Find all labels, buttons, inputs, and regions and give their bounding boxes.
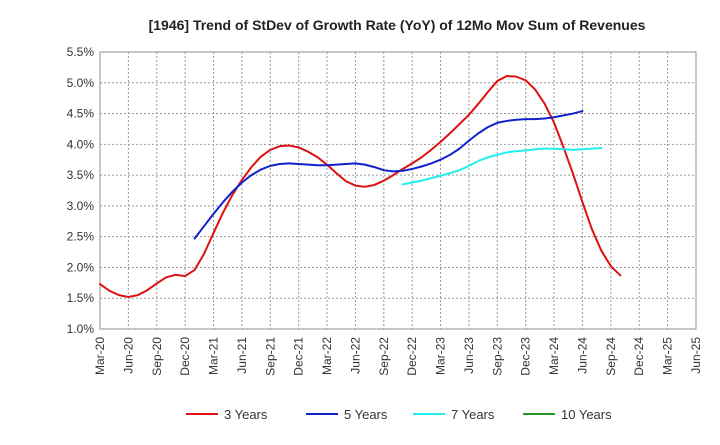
series-line-7-years (401, 147, 603, 186)
x-tick-label: Jun-25 (689, 337, 703, 374)
x-tick-label: Dec-20 (178, 337, 192, 376)
y-tick-label: 1.0% (67, 322, 95, 336)
legend: 3 Years 5 Years 7 Years 10 Years (186, 407, 612, 422)
x-tick-label: Mar-25 (661, 337, 675, 375)
x-tick-label: Mar-21 (207, 337, 221, 375)
y-tick-label: 3.5% (67, 168, 95, 182)
x-tick-label: Mar-20 (93, 337, 107, 375)
gridlines (99, 51, 697, 330)
x-tick-label: Dec-22 (405, 337, 419, 376)
x-tick-label: Mar-23 (434, 337, 448, 375)
x-tick-label: Jun-23 (462, 337, 476, 374)
y-tick-label: 5.0% (67, 76, 95, 90)
y-tick-label: 1.5% (67, 291, 95, 305)
axes: 1.0% 1.5% 2.0% 2.5% 3.0% 3.5% 4.0% 4.5% 5.0% 5.5%… (67, 45, 703, 376)
y-tick-label: 2.0% (67, 260, 95, 274)
legend-label-7-years: 7 Years (451, 407, 495, 422)
legend-label-5-years: 5 Years (344, 407, 388, 422)
x-tick-label: Mar-22 (320, 337, 334, 375)
y-tick-label: 4.0% (67, 137, 95, 151)
x-tick-label: Dec-24 (632, 337, 646, 376)
series-line-5-years (193, 110, 584, 240)
x-tick-label: Jun-20 (121, 337, 135, 374)
x-tick-label: Sep-23 (490, 337, 504, 376)
x-tick-label: Sep-20 (150, 337, 164, 376)
y-tick-label: 3.0% (67, 199, 95, 213)
legend-label-10-years: 10 Years (561, 407, 612, 422)
y-tick-label: 5.5% (67, 45, 95, 59)
x-tick-label: Jun-22 (348, 337, 362, 374)
chart-title: [1946] Trend of StDev of Growth Rate (Yo… (149, 17, 646, 33)
x-tick-label: Jun-21 (235, 337, 249, 374)
x-tick-label: Dec-23 (519, 337, 533, 376)
x-tick-label: Sep-22 (377, 337, 391, 376)
y-tick-label: 2.5% (67, 230, 95, 244)
x-tick-label: Mar-24 (547, 337, 561, 375)
plot-frame (99, 51, 697, 330)
x-tick-label: Dec-21 (292, 337, 306, 376)
x-tick-label: Sep-24 (604, 337, 618, 376)
series-lines (99, 75, 622, 298)
x-tick-label: Sep-21 (263, 337, 277, 376)
legend-label-3-years: 3 Years (224, 407, 268, 422)
series-line-3-years (99, 75, 622, 298)
y-tick-label: 4.5% (67, 107, 95, 121)
x-tick-label: Jun-24 (575, 337, 589, 374)
